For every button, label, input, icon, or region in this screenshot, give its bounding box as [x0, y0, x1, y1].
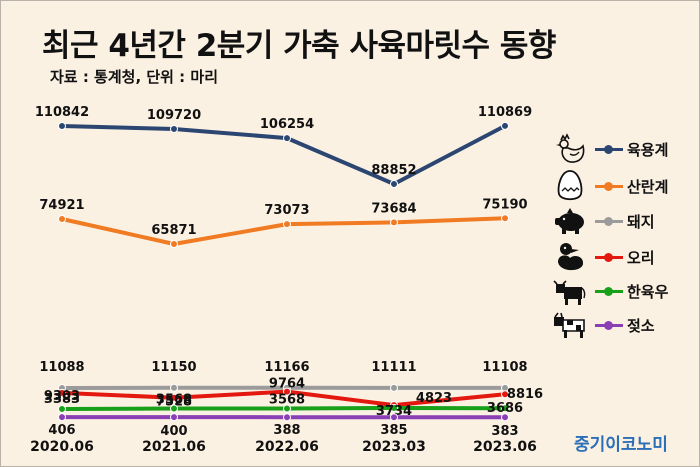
data-label-layer-2: 73073 [264, 203, 309, 218]
data-point-broiler-2 [283, 134, 291, 143]
x-tick-label-2: 2022.06 [255, 439, 319, 455]
data-label-dairy-4: 383 [491, 424, 518, 439]
legend-label-hanwoo: 한육우 [627, 283, 669, 301]
legend-marker-duck [604, 253, 613, 262]
data-label-duck-4: 8816 [507, 387, 543, 402]
pig-icon [555, 208, 584, 234]
data-label-pig-3: 11111 [371, 360, 416, 375]
data-point-dairy-0 [58, 413, 66, 422]
data-point-layer-0 [58, 215, 66, 223]
data-point-duck-0 [58, 388, 66, 397]
x-tick-label-1: 2021.06 [142, 439, 206, 455]
data-point-layer-2 [283, 220, 291, 229]
data-point-broiler-1 [170, 125, 178, 133]
data-point-duck-2 [283, 387, 291, 396]
data-label-duck-2: 9764 [269, 377, 305, 392]
data-label-hanwoo-2: 3568 [269, 393, 305, 408]
data-label-broiler-0: 110842 [35, 105, 89, 120]
data-point-hanwoo-1 [170, 404, 178, 413]
data-label-dairy-0: 406 [48, 423, 75, 438]
legend-item-layer: 산란계 [552, 169, 700, 203]
data-label-layer-4: 75190 [482, 197, 527, 212]
data-point-hanwoo-3 [390, 404, 398, 412]
data-label-layer-1: 65871 [151, 223, 196, 238]
data-label-dairy-3: 385 [380, 423, 407, 438]
data-label-duck-0: 9303 [44, 389, 80, 404]
data-point-duck-1 [170, 393, 178, 402]
data-label-pig-4: 11108 [482, 360, 527, 375]
data-point-hanwoo-0 [58, 405, 66, 413]
chicken-icon [556, 133, 585, 163]
legend-label-layer: 산란계 [627, 178, 669, 196]
legend-marker-broiler [604, 145, 613, 154]
legend-marker-dairy [604, 321, 613, 330]
duck-icon [558, 243, 584, 271]
legend-marker-layer [604, 182, 613, 191]
data-point-dairy-1 [170, 413, 178, 422]
chart-title: 최근 4년간 2분기 가축 사육마릿수 동향 [42, 28, 556, 64]
series-line-layer [61, 216, 506, 246]
data-point-layer-1 [170, 240, 178, 248]
legend-marker-hanwoo [604, 287, 613, 296]
data-point-hanwoo-4 [501, 404, 509, 413]
x-tick-label-3: 2023.03 [362, 439, 426, 455]
data-point-pig-1 [170, 383, 178, 392]
brand-logo: 중기이코노미 [574, 435, 668, 455]
data-label-broiler-1: 109720 [147, 108, 201, 123]
data-label-layer-3: 73684 [371, 201, 416, 216]
legend-item-dairy: 젖소 [552, 308, 700, 342]
data-label-layer-0: 74921 [39, 198, 84, 213]
legend-item-broiler: 육용계 [552, 132, 700, 166]
data-label-broiler-2: 106254 [260, 117, 314, 132]
chart-subtitle: 자료 : 통계청, 단위 : 마리 [50, 68, 219, 86]
dairy-cow-icon [554, 312, 585, 338]
data-label-dairy-1: 400 [160, 424, 187, 439]
legend-marker-pig [604, 217, 613, 226]
data-label-pig-2: 11166 [264, 360, 309, 375]
legend-item-hanwoo: 한육우 [552, 274, 700, 308]
egg-icon [557, 170, 583, 201]
data-label-dairy-2: 388 [273, 423, 300, 438]
data-point-pig-3 [390, 383, 398, 392]
x-tick-label-4: 2023.06 [473, 439, 537, 455]
data-label-broiler-4: 110869 [478, 105, 532, 120]
legend-item-pig: 돼지 [552, 204, 700, 238]
legend-label-pig: 돼지 [627, 213, 655, 231]
data-point-dairy-3 [390, 413, 398, 422]
data-point-broiler-0 [58, 122, 66, 130]
data-label-hanwoo-4: 3686 [487, 401, 523, 416]
data-point-duck-4 [501, 390, 509, 399]
data-label-duck-1: 7528 [156, 395, 192, 410]
data-label-pig-0: 11088 [39, 360, 84, 375]
data-label-hanwoo-1: 3568 [156, 393, 192, 408]
data-label-duck-3: 4823 [416, 391, 452, 406]
data-point-dairy-2 [283, 413, 291, 422]
data-point-dairy-4 [501, 413, 509, 422]
legend-label-duck: 오리 [627, 249, 655, 267]
data-point-layer-4 [501, 214, 509, 223]
legend-label-broiler: 육용계 [627, 141, 669, 159]
series-line-broiler [61, 124, 506, 186]
legend-item-duck: 오리 [552, 240, 700, 274]
data-point-layer-3 [390, 218, 398, 227]
x-tick-label-0: 2020.06 [30, 439, 94, 455]
data-point-hanwoo-2 [283, 404, 291, 413]
data-point-broiler-4 [501, 121, 509, 130]
data-label-hanwoo-0: 3383 [44, 392, 80, 407]
legend-label-dairy: 젖소 [627, 317, 655, 335]
data-point-broiler-3 [390, 180, 398, 188]
cow-icon [553, 280, 586, 305]
data-label-pig-1: 11150 [151, 360, 196, 375]
data-label-broiler-3: 88852 [371, 163, 416, 178]
